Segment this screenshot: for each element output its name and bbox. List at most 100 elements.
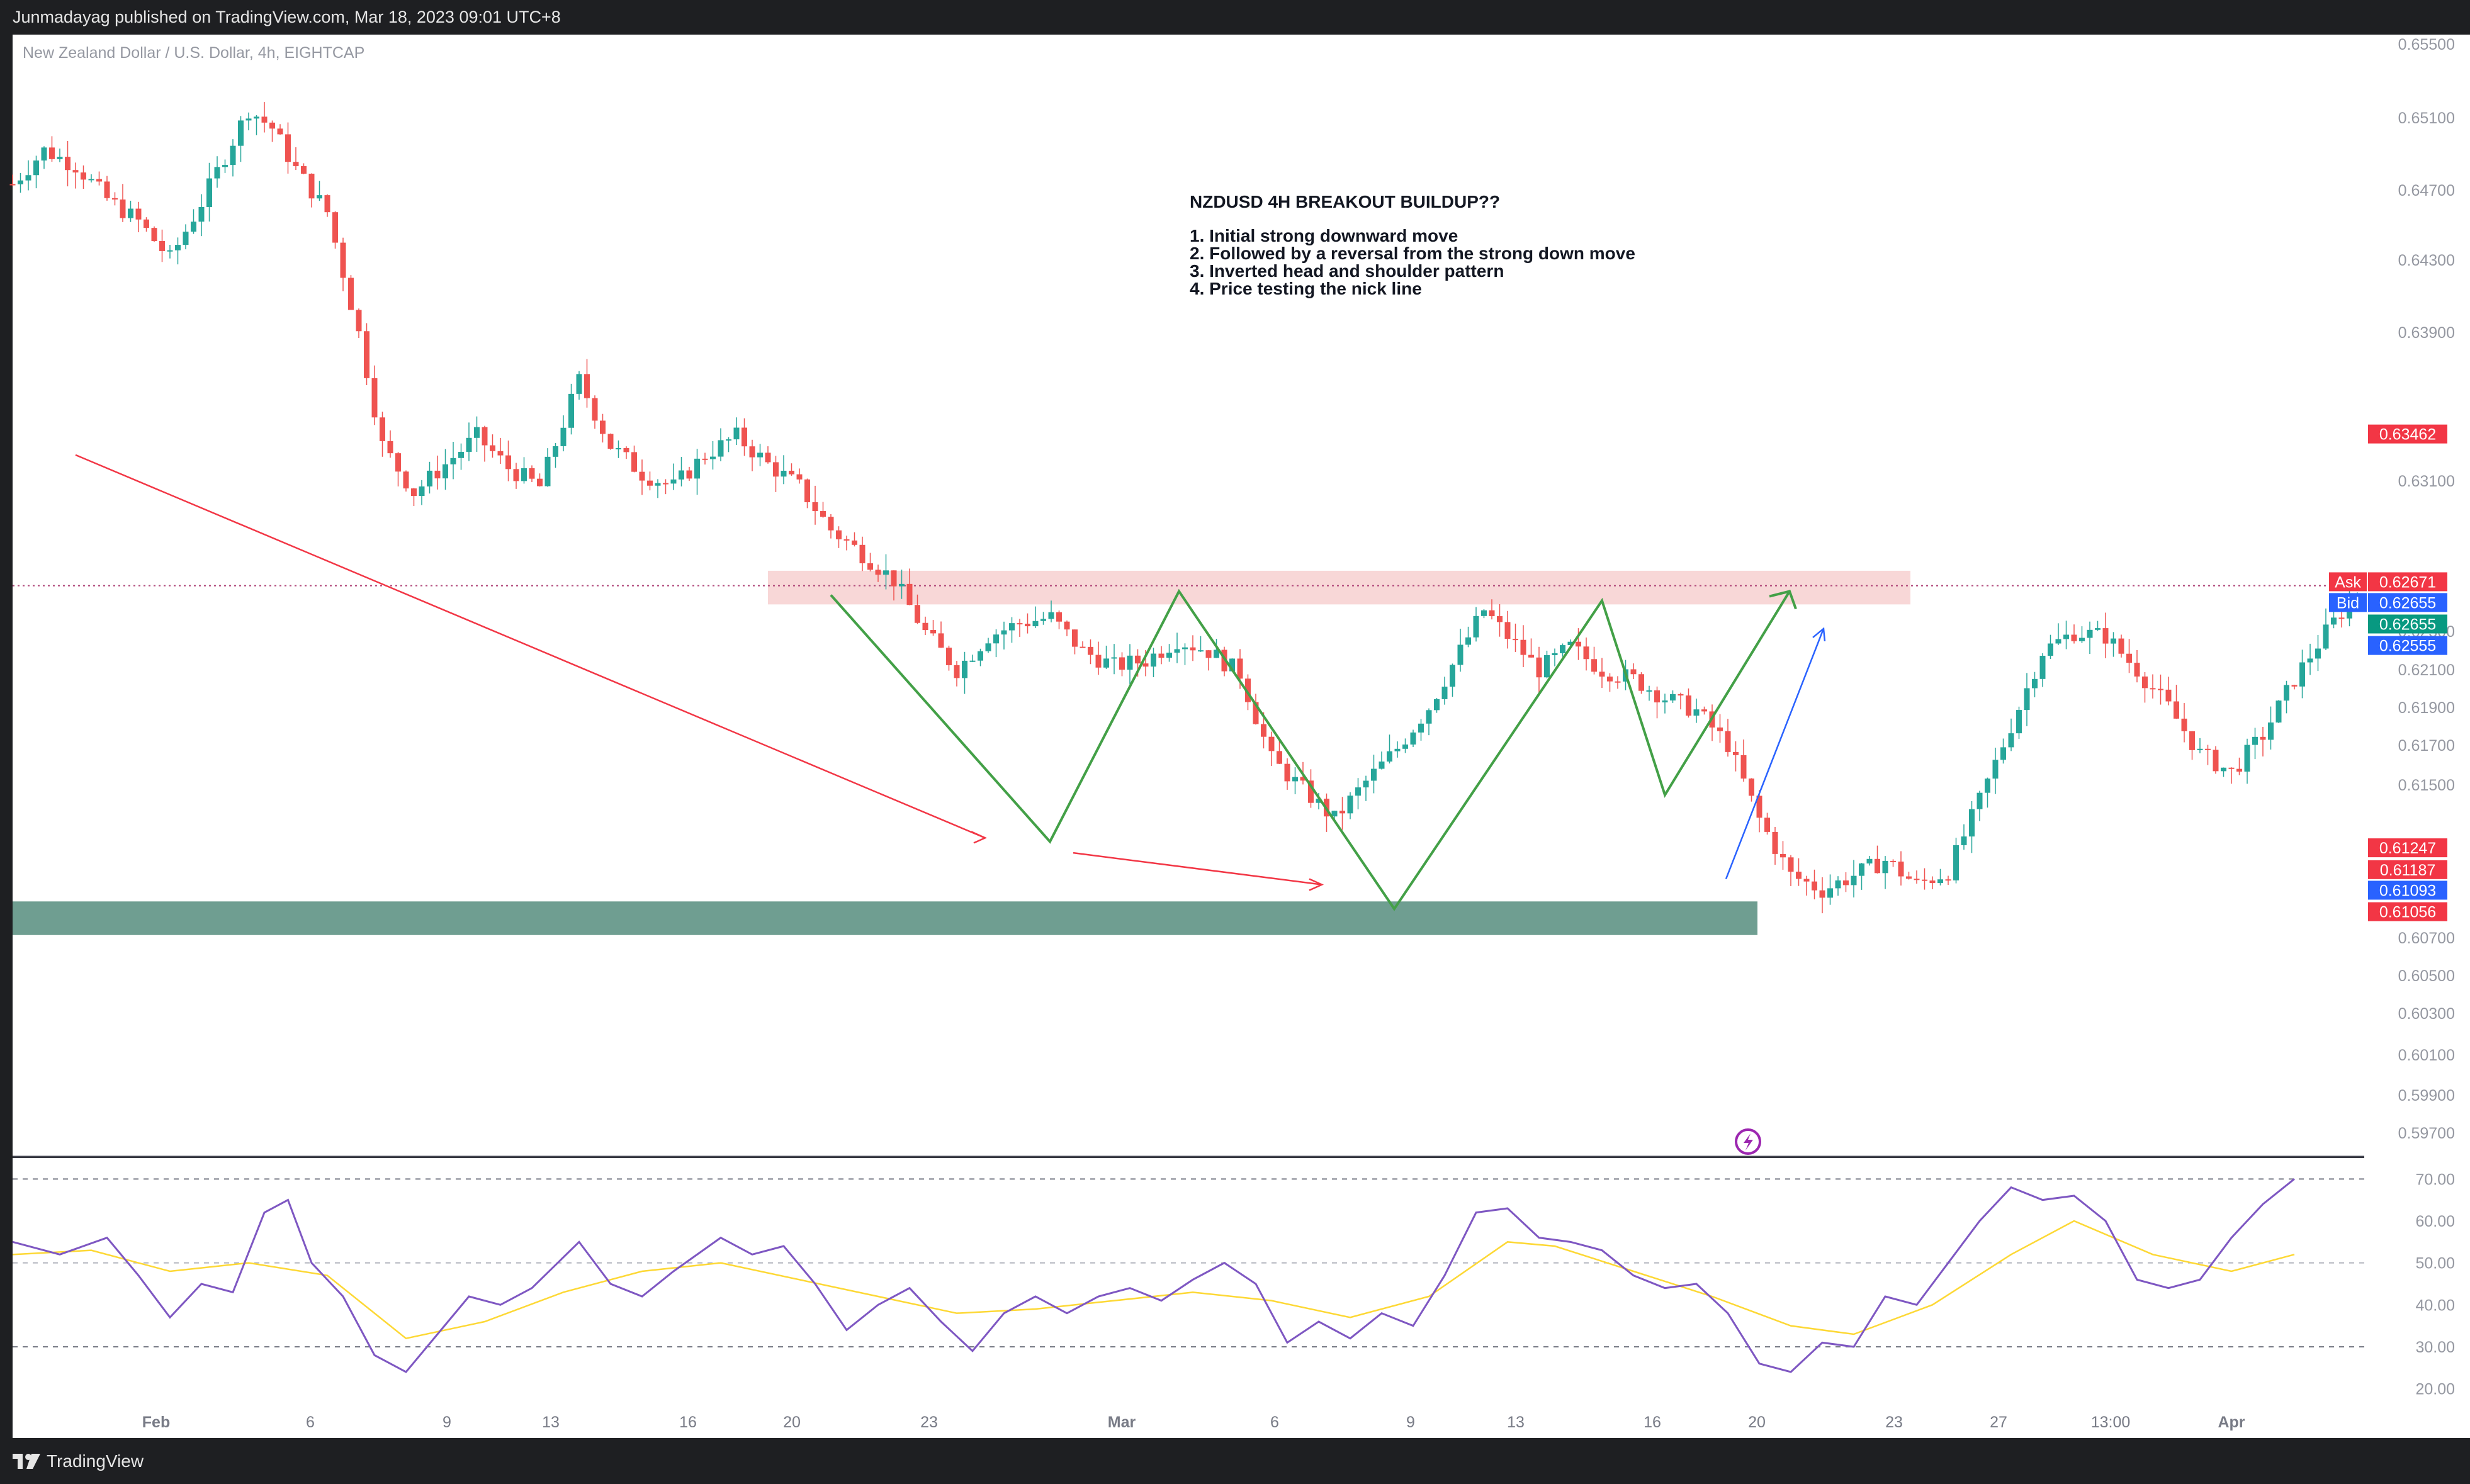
candle[interactable] bbox=[2079, 638, 2085, 641]
candle[interactable] bbox=[1827, 888, 1833, 898]
candle[interactable] bbox=[1615, 681, 1621, 683]
candle[interactable] bbox=[2299, 662, 2305, 687]
candle[interactable] bbox=[1103, 658, 1109, 668]
candle[interactable] bbox=[340, 242, 346, 278]
candle[interactable] bbox=[2048, 643, 2053, 656]
candle[interactable] bbox=[450, 458, 456, 464]
candle[interactable] bbox=[1316, 799, 1322, 803]
candle[interactable] bbox=[214, 167, 220, 179]
candle[interactable] bbox=[938, 633, 944, 648]
candle[interactable] bbox=[1214, 649, 1219, 658]
candle[interactable] bbox=[2338, 617, 2345, 619]
candle[interactable] bbox=[820, 511, 826, 517]
candle[interactable] bbox=[490, 445, 495, 451]
candle[interactable] bbox=[57, 157, 63, 159]
candle[interactable] bbox=[380, 417, 385, 441]
candle[interactable] bbox=[2118, 638, 2124, 654]
candle[interactable] bbox=[1088, 646, 1093, 655]
candle[interactable] bbox=[1277, 751, 1282, 764]
candle[interactable] bbox=[513, 469, 519, 481]
candle[interactable] bbox=[443, 464, 448, 479]
candle[interactable] bbox=[2244, 745, 2250, 772]
candle[interactable] bbox=[2284, 685, 2289, 701]
candle[interactable] bbox=[1922, 879, 1927, 881]
candle[interactable] bbox=[1048, 612, 1054, 619]
candle[interactable] bbox=[1780, 853, 1786, 858]
candle[interactable] bbox=[694, 458, 700, 479]
candle[interactable] bbox=[1339, 811, 1345, 814]
candle[interactable] bbox=[1032, 621, 1039, 627]
candle[interactable] bbox=[915, 605, 920, 623]
candle[interactable] bbox=[993, 634, 999, 644]
candle[interactable] bbox=[584, 374, 590, 398]
candle[interactable] bbox=[1552, 653, 1558, 655]
candle[interactable] bbox=[710, 456, 716, 459]
candle[interactable] bbox=[742, 427, 747, 447]
candle[interactable] bbox=[2016, 710, 2022, 734]
candle[interactable] bbox=[159, 240, 165, 251]
candle[interactable] bbox=[702, 458, 708, 460]
candle[interactable] bbox=[2055, 639, 2061, 644]
candle[interactable] bbox=[1355, 787, 1361, 796]
candle[interactable] bbox=[348, 278, 354, 310]
candle[interactable] bbox=[1221, 649, 1227, 672]
candle[interactable] bbox=[906, 583, 913, 605]
candle[interactable] bbox=[1182, 647, 1188, 649]
candle[interactable] bbox=[1591, 659, 1597, 672]
candle[interactable] bbox=[1245, 678, 1251, 702]
candle[interactable] bbox=[1142, 663, 1149, 667]
candle[interactable] bbox=[1465, 637, 1471, 645]
candle[interactable] bbox=[2071, 634, 2077, 641]
candle[interactable] bbox=[356, 310, 362, 332]
candle[interactable] bbox=[25, 175, 31, 181]
candle[interactable] bbox=[1434, 699, 1440, 711]
candle[interactable] bbox=[607, 434, 614, 449]
candle[interactable] bbox=[521, 468, 527, 481]
candle[interactable] bbox=[592, 398, 598, 421]
candle[interactable] bbox=[1151, 653, 1156, 667]
candle[interactable] bbox=[2150, 688, 2156, 690]
candle[interactable] bbox=[1489, 610, 1495, 617]
candle[interactable] bbox=[1961, 836, 1967, 845]
candle[interactable] bbox=[175, 245, 181, 250]
candle[interactable] bbox=[1740, 755, 1747, 779]
candle[interactable] bbox=[1205, 650, 1212, 658]
candle[interactable] bbox=[1567, 641, 1574, 646]
candle[interactable] bbox=[135, 208, 142, 220]
candle[interactable] bbox=[560, 427, 567, 446]
candle[interactable] bbox=[1394, 748, 1401, 751]
candle[interactable] bbox=[2142, 676, 2148, 689]
breakout-arrow[interactable] bbox=[1725, 628, 1825, 880]
candle[interactable] bbox=[1441, 687, 1448, 699]
candle[interactable] bbox=[781, 470, 787, 477]
candle[interactable] bbox=[1268, 736, 1275, 751]
candle[interactable] bbox=[757, 453, 763, 458]
candle[interactable] bbox=[151, 228, 157, 241]
candle[interactable] bbox=[1701, 709, 1707, 712]
tradingview-logo[interactable]: TradingView bbox=[13, 1451, 144, 1471]
candle[interactable] bbox=[1229, 658, 1235, 672]
candle[interactable] bbox=[985, 643, 991, 651]
candle[interactable] bbox=[277, 128, 283, 135]
candle[interactable] bbox=[1056, 612, 1062, 622]
candle[interactable] bbox=[1497, 616, 1503, 622]
candle[interactable] bbox=[1520, 639, 1526, 655]
candle[interactable] bbox=[852, 540, 857, 545]
candle[interactable] bbox=[726, 439, 731, 441]
candle[interactable] bbox=[1001, 630, 1007, 635]
candle[interactable] bbox=[1662, 700, 1668, 703]
inverted-head-shoulders-pattern[interactable] bbox=[830, 588, 1791, 911]
candle[interactable] bbox=[18, 180, 23, 184]
candle[interactable] bbox=[2039, 655, 2046, 679]
candle[interactable] bbox=[749, 446, 755, 458]
candle[interactable] bbox=[505, 455, 511, 469]
candle[interactable] bbox=[1796, 872, 1802, 879]
candle[interactable] bbox=[482, 427, 488, 446]
candle[interactable] bbox=[1308, 780, 1314, 803]
candle[interactable] bbox=[2158, 689, 2163, 690]
candle[interactable] bbox=[828, 517, 834, 531]
candle[interactable] bbox=[1866, 858, 1873, 863]
candle[interactable] bbox=[1009, 623, 1015, 631]
candle[interactable] bbox=[1119, 657, 1125, 670]
candle[interactable] bbox=[1599, 672, 1605, 677]
